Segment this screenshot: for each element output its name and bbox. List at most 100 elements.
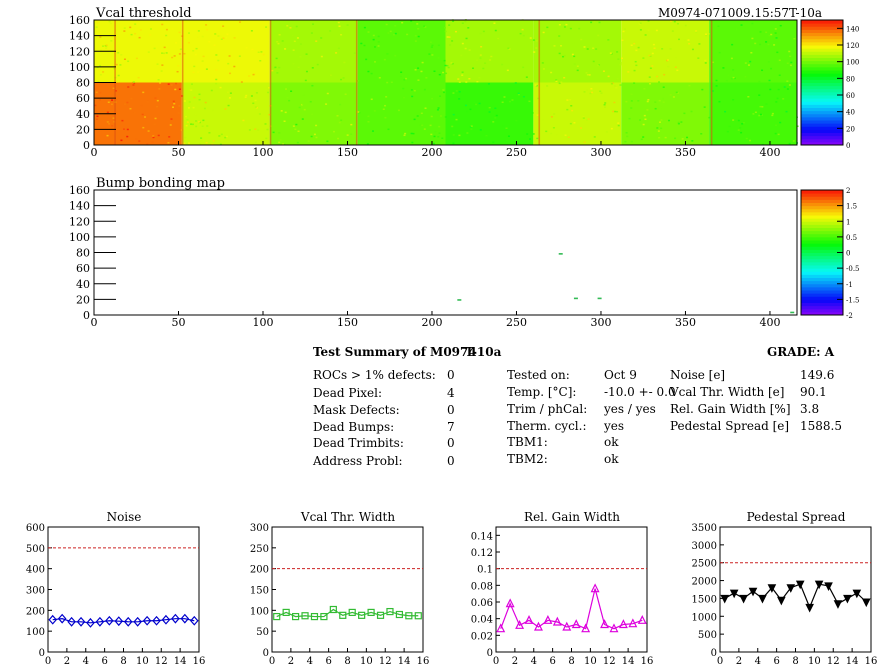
y-tick-label: 200	[26, 606, 45, 617]
pixel-speckle	[674, 66, 677, 68]
pixel-speckle	[758, 94, 761, 96]
pixel-speckle	[257, 129, 260, 131]
pixel-speckle	[484, 62, 487, 64]
pixel-speckle	[185, 103, 188, 105]
pixel-speckle	[194, 53, 197, 56]
pixel-speckle	[503, 96, 506, 98]
pixel-speckle	[700, 133, 703, 135]
pixel-speckle	[683, 39, 686, 41]
pixel-speckle	[403, 134, 406, 137]
x-tick-label: 0	[717, 656, 723, 667]
colorbar-segment	[801, 54, 843, 58]
pixel-speckle	[542, 31, 545, 34]
pixel-speckle	[643, 87, 646, 90]
roc-cell	[269, 20, 358, 83]
pixel-speckle	[366, 143, 369, 145]
x-tick-label: 4	[755, 656, 761, 667]
pixel-speckle	[777, 88, 780, 91]
pixel-speckle	[222, 37, 225, 39]
pixel-speckle	[225, 37, 228, 39]
pixel-speckle	[591, 91, 594, 94]
pixel-speckle	[455, 90, 458, 92]
pixel-speckle	[580, 38, 583, 41]
pixel-speckle	[434, 130, 437, 133]
pixel-speckle	[442, 71, 445, 74]
pixel-speckle	[410, 132, 413, 135]
colorbar-segment	[801, 135, 843, 140]
x-tick-label: 14	[846, 656, 859, 667]
summary-value: Oct 9	[604, 368, 637, 382]
hot-column	[710, 20, 713, 145]
pixel-speckle	[346, 24, 349, 26]
data-point	[376, 611, 385, 619]
pixel-speckle	[607, 39, 610, 41]
colorbar-tick-label: -1	[846, 281, 853, 289]
colorbar-segment	[801, 141, 843, 146]
pixel-speckle	[461, 22, 464, 24]
pixel-speckle	[153, 47, 156, 50]
pixel-speckle	[614, 85, 617, 87]
pixel-speckle	[742, 121, 745, 124]
pixel-speckle	[630, 93, 633, 96]
pixel-speckle	[198, 98, 201, 101]
pixel-speckle	[529, 37, 532, 39]
pixel-speckle	[569, 98, 572, 101]
pixel-speckle	[450, 62, 453, 64]
x-tick-label: 50	[171, 146, 185, 159]
pixel-speckle	[610, 83, 613, 85]
pixel-speckle	[625, 100, 628, 103]
pixel-speckle	[570, 105, 573, 107]
pixel-speckle	[302, 94, 305, 96]
pixel-speckle	[677, 122, 680, 125]
pixel-speckle	[774, 132, 777, 135]
pixel-speckle	[365, 58, 368, 61]
pixel-speckle	[214, 33, 217, 35]
pixel-speckle	[311, 84, 314, 87]
colorbar-segment	[801, 199, 843, 203]
pixel-speckle	[676, 92, 679, 94]
data-point	[189, 615, 199, 626]
pixel-speckle	[154, 117, 157, 120]
colorbar-segment	[801, 302, 843, 307]
pixel-speckle	[789, 55, 792, 58]
pixel-speckle	[372, 34, 375, 37]
grade-label: GRADE: A	[767, 345, 835, 359]
pixel-speckle	[586, 74, 589, 76]
pixel-speckle	[758, 80, 761, 83]
colorbar-segment	[801, 66, 843, 71]
x-tick-label: 8	[792, 656, 798, 667]
pixel-speckle	[476, 59, 479, 61]
pixel-speckle	[438, 132, 441, 134]
pixel-speckle	[550, 116, 553, 118]
pixel-speckle	[377, 45, 380, 47]
pixel-speckle	[301, 118, 304, 120]
pixel-speckle	[488, 108, 491, 110]
x-tick-label: 2	[512, 656, 518, 667]
colorbar-segment	[801, 23, 843, 27]
colorbar-segment	[801, 280, 843, 285]
pixel-speckle	[793, 37, 796, 40]
pixel-speckle	[252, 102, 255, 105]
x-tick-label: 4	[531, 656, 537, 667]
pixel-speckle	[514, 82, 517, 84]
pixel-speckle	[732, 99, 735, 101]
pixel-speckle	[587, 118, 590, 120]
pixel-speckle	[597, 64, 600, 67]
x-tick-label: 12	[155, 656, 168, 667]
pixel-speckle	[383, 58, 386, 61]
pixel-speckle	[106, 121, 109, 123]
data-point	[291, 612, 300, 621]
pixel-speckle	[178, 53, 181, 55]
pixel-speckle	[623, 28, 626, 30]
x-tick-label: 12	[379, 656, 392, 667]
pixel-speckle	[264, 123, 267, 125]
pixel-speckle	[123, 128, 126, 130]
pixel-speckle	[644, 118, 647, 121]
pixel-speckle	[390, 81, 393, 84]
pixel-speckle	[649, 67, 652, 70]
data-point	[571, 619, 581, 629]
data-point	[367, 608, 375, 617]
y-tick-label: 200	[250, 565, 269, 576]
pixel-speckle	[525, 76, 528, 78]
pixel-speckle	[451, 125, 454, 128]
